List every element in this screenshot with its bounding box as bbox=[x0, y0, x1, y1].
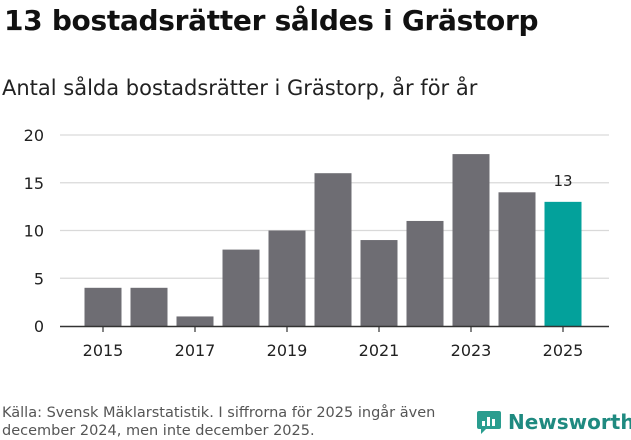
bar-2025 bbox=[544, 201, 582, 326]
y-tick-label: 5 bbox=[34, 269, 44, 288]
bar-2021 bbox=[360, 240, 398, 326]
bar-2015 bbox=[84, 287, 122, 326]
y-tick-label: 0 bbox=[34, 317, 44, 336]
bar-2017 bbox=[176, 316, 214, 326]
bar-chart: 0 5 10 15 20 2015 2017 2019 2021 2023 2025 13 bbox=[24, 126, 609, 360]
source-note: Källa: Svensk Mäklarstatistik. I siffror… bbox=[2, 405, 436, 439]
bar-2019 bbox=[268, 230, 306, 326]
brand-logo: Newsworthy bbox=[476, 409, 631, 435]
chart-title: 13 bostadsrätter såldes i Grästorp bbox=[4, 4, 539, 37]
chart-subtitle: Antal sålda bostadsrätter i Grästorp, år… bbox=[2, 76, 478, 100]
x-tick-label: 2015 bbox=[83, 341, 124, 360]
x-tick-label: 2017 bbox=[175, 341, 216, 360]
data-label-highlight: 13 bbox=[553, 172, 572, 190]
bar-2023 bbox=[452, 154, 490, 326]
bar-2018 bbox=[222, 249, 260, 326]
x-tick-label: 2023 bbox=[451, 341, 492, 360]
y-tick-label: 15 bbox=[24, 174, 44, 193]
bar-2024 bbox=[498, 192, 536, 326]
bar-2016 bbox=[130, 287, 168, 326]
x-tick-label: 2019 bbox=[267, 341, 308, 360]
bar-2022 bbox=[406, 220, 444, 326]
x-tick-label: 2025 bbox=[543, 341, 584, 360]
newsworthy-logo-icon bbox=[477, 411, 501, 434]
x-tick-label: 2021 bbox=[359, 341, 400, 360]
y-tick-label: 20 bbox=[24, 126, 44, 145]
y-tick-label: 10 bbox=[24, 222, 44, 241]
bar-2020 bbox=[314, 173, 352, 326]
brand-name: Newsworthy bbox=[508, 410, 631, 434]
